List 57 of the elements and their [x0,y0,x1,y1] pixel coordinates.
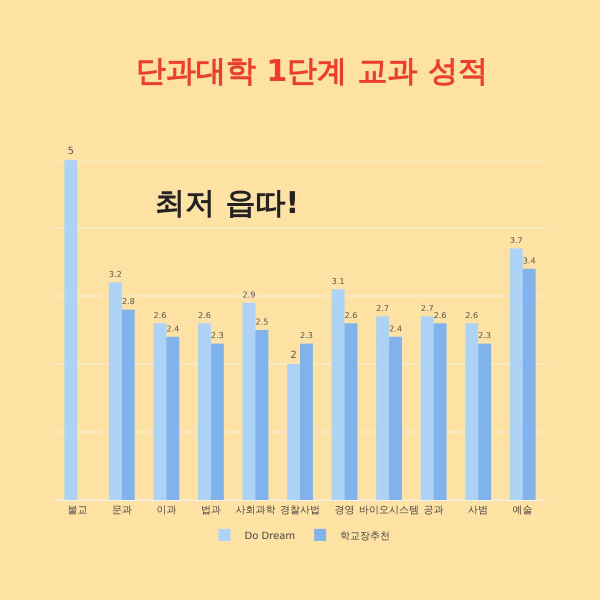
bar [300,344,313,500]
bar [389,336,402,500]
legend-label: 학교장추천 [340,530,390,542]
data-label: 2.6 [153,310,166,320]
data-label: 2.3 [478,330,492,340]
bar [108,282,122,500]
bar [420,316,434,500]
x-tick-label: 이과 [156,505,176,516]
data-label: 2.7 [420,302,434,313]
annotation: 최저 읍따! [155,186,300,221]
data-label: 2.6 [198,310,211,320]
legend-label: Do Dream [244,530,296,542]
bar [242,302,256,500]
data-label: 3.1 [332,276,345,286]
x-tick-label: 사회과학 [235,505,276,516]
x-tick-label: 바이오시스템 [359,505,420,516]
x-tick-label: 경찰사법 [280,505,320,516]
data-label: 3.2 [108,268,122,279]
data-label: 2.4 [389,323,402,334]
data-label: 3.4 [522,255,536,266]
data-label: 2 [290,350,297,361]
data-label: 2.5 [255,316,268,327]
x-tick-label: 사범 [468,505,488,516]
x-tick-label: 법과 [200,505,221,516]
data-label: 5 [68,146,74,157]
data-label: 2.3 [210,330,224,340]
data-label: 2.3 [300,330,313,340]
x-tick-label: 예술 [512,505,533,516]
bar [198,323,211,500]
bar [153,323,166,500]
data-label: 2.8 [122,296,135,306]
data-label: 2.6 [344,310,358,320]
bar [465,323,478,500]
data-label: 2.9 [242,289,256,300]
bar [122,310,135,500]
data-label: 3.7 [510,234,523,245]
bar [287,364,300,500]
bar [64,160,78,500]
bar [255,330,268,500]
data-label: 2.4 [166,323,180,334]
bar [434,323,447,500]
bar [210,344,224,500]
bar [332,289,345,500]
bar [344,323,358,500]
chart-title: 단과대학 1단계 교과 성적 [136,54,488,89]
x-tick-label: 문과 [112,505,132,516]
bar [522,268,536,500]
bar [478,344,492,500]
bar [510,248,523,500]
x-tick-label: 불교 [67,505,88,516]
bar [166,336,180,500]
data-label: 2.6 [434,310,447,320]
data-label: 2.7 [376,302,390,313]
x-tick-label: 경영 [334,505,355,516]
bar [376,316,390,500]
x-tick-label: 공과 [424,505,444,516]
data-label: 2.6 [465,310,478,320]
